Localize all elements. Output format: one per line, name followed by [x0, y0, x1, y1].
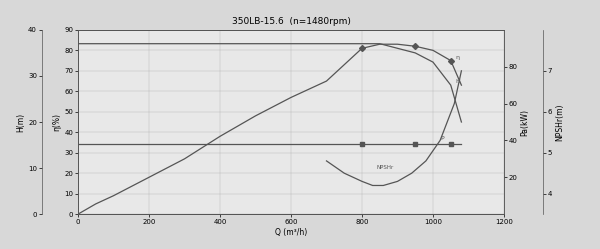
Y-axis label: η(%): η(%) — [52, 113, 61, 131]
Text: P: P — [440, 136, 444, 141]
Title: 350LB-15.6  (n=1480rpm): 350LB-15.6 (n=1480rpm) — [232, 17, 350, 26]
Text: H: H — [455, 79, 460, 84]
Text: NPSHr: NPSHr — [376, 165, 394, 170]
Y-axis label: Pa(kW): Pa(kW) — [521, 109, 530, 135]
Y-axis label: NPSHr(m): NPSHr(m) — [555, 103, 564, 141]
Text: η: η — [455, 55, 459, 60]
X-axis label: Q (m³/h): Q (m³/h) — [275, 228, 307, 237]
Y-axis label: H(m): H(m) — [16, 113, 25, 131]
